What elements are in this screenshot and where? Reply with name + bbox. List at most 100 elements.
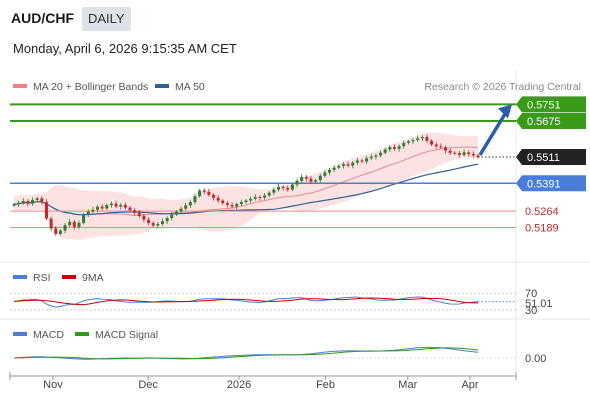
- candle-body: [346, 164, 350, 166]
- macd-signal-legend-swatch: [75, 332, 89, 336]
- candle-body: [239, 202, 243, 205]
- candle: [128, 206, 132, 212]
- macd-line: [13, 346, 479, 360]
- candle-body: [360, 160, 364, 162]
- candle-body: [355, 160, 359, 163]
- candle: [77, 220, 81, 230]
- candle: [49, 216, 53, 232]
- candle: [230, 202, 234, 209]
- candle: [44, 199, 48, 221]
- candle: [369, 153, 373, 161]
- candle: [281, 184, 285, 191]
- candle: [295, 178, 299, 188]
- candle-body: [420, 137, 424, 139]
- timeframe-badge[interactable]: DAILY: [82, 7, 131, 31]
- candle: [170, 212, 174, 221]
- candle: [286, 185, 290, 192]
- candle-body: [295, 180, 299, 185]
- candle: [249, 196, 253, 204]
- candle-body: [174, 211, 178, 215]
- level-label: 0.5189: [525, 223, 559, 235]
- candle: [272, 187, 276, 196]
- candle: [467, 150, 471, 157]
- candle: [202, 188, 206, 195]
- candle: [309, 176, 313, 184]
- candle: [346, 161, 350, 168]
- candle-body: [54, 228, 58, 234]
- candle-body: [309, 178, 313, 182]
- candle-body: [165, 218, 169, 222]
- candle: [72, 219, 76, 230]
- candle: [444, 145, 448, 154]
- candle-body: [105, 205, 109, 209]
- rsi-level-label: 70: [525, 288, 537, 300]
- timestamp: Monday, April 6, 2026 9:15:35 AM CET: [13, 41, 237, 56]
- candlesticks: [12, 134, 480, 237]
- projection-arrow-head: [498, 104, 512, 119]
- candle-body: [133, 210, 137, 213]
- candle: [109, 201, 113, 208]
- candle-body: [86, 211, 90, 215]
- macd-zero-label: 0.00: [525, 353, 546, 365]
- candle-body: [137, 212, 141, 216]
- x-tick-label: Dec: [138, 379, 158, 391]
- candle-body: [100, 206, 104, 209]
- candle-body: [379, 152, 383, 156]
- candle: [114, 200, 118, 209]
- candle-body: [323, 172, 327, 176]
- candle-body: [40, 198, 44, 203]
- candle: [17, 200, 21, 207]
- candle: [21, 198, 25, 205]
- candle: [142, 214, 146, 223]
- candle-body: [276, 186, 280, 190]
- candle-body: [128, 207, 132, 211]
- candle: [471, 151, 475, 158]
- candle: [235, 202, 239, 210]
- candle: [318, 173, 322, 183]
- candle: [147, 217, 151, 226]
- candle-body: [314, 180, 318, 182]
- candle-body: [263, 195, 267, 198]
- candle: [198, 188, 202, 198]
- macd-legend-label: MACD: [33, 329, 64, 341]
- candle-body: [212, 194, 216, 198]
- candle: [119, 203, 123, 210]
- ma50-line: [13, 163, 479, 216]
- candle-body: [448, 150, 452, 153]
- candle: [188, 200, 192, 209]
- candle-body: [411, 140, 415, 142]
- candle: [68, 218, 72, 227]
- candle-body: [318, 175, 322, 181]
- candle: [207, 188, 211, 197]
- candle-body: [77, 222, 81, 227]
- candle: [351, 160, 355, 169]
- candle: [355, 157, 359, 165]
- rsi-legend: RSI 9MA: [13, 272, 104, 284]
- candle: [12, 202, 16, 208]
- candle: [221, 199, 225, 205]
- candle: [151, 221, 155, 228]
- candle: [123, 202, 127, 210]
- macd-signal-legend-label: MACD Signal: [95, 329, 158, 341]
- candle-body: [230, 204, 234, 207]
- candle-body: [392, 147, 396, 149]
- candle-body: [272, 189, 276, 193]
- candle: [300, 174, 304, 183]
- level-badge-label: 0.5675: [527, 116, 561, 128]
- candle: [430, 139, 434, 146]
- candle-body: [383, 149, 387, 153]
- candle: [216, 195, 220, 203]
- candle-body: [26, 201, 30, 204]
- candle-body: [462, 152, 466, 155]
- level-badge: [516, 175, 586, 192]
- candle-body: [471, 153, 475, 156]
- candle-body: [58, 230, 62, 234]
- candle: [58, 229, 62, 236]
- candle: [360, 158, 364, 164]
- candle: [258, 195, 262, 201]
- candle: [267, 191, 271, 198]
- level-badge-label: 0.5391: [527, 178, 561, 190]
- candle: [379, 150, 383, 158]
- candle-body: [156, 224, 160, 226]
